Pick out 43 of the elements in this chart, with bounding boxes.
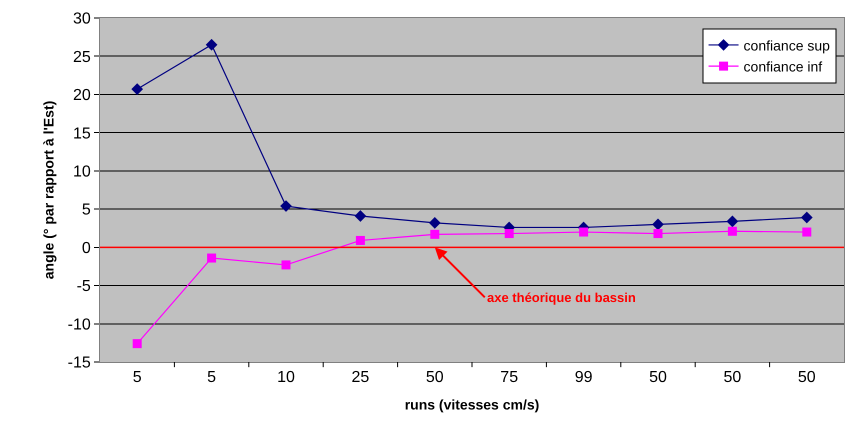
x-tick-label: 50	[649, 369, 667, 386]
y-tick-label: 30	[73, 10, 91, 28]
point	[206, 38, 218, 51]
point	[356, 236, 365, 245]
point	[802, 228, 812, 237]
point	[280, 200, 292, 212]
point	[800, 212, 813, 224]
point	[579, 228, 588, 237]
point	[132, 339, 142, 348]
y-tick-label: 15	[73, 125, 91, 142]
point	[282, 260, 290, 270]
y-tick-label: -10	[68, 316, 91, 334]
x-axis-title: runs (vitesses cm/s)	[404, 396, 540, 412]
point	[654, 229, 662, 238]
x-tick-label: 99	[574, 369, 593, 386]
point	[430, 230, 440, 239]
x-tick-label: 75	[500, 369, 518, 386]
x-tick-label: 50	[724, 369, 742, 386]
point	[207, 254, 216, 263]
legend-label: confiance sup	[744, 37, 830, 54]
point	[131, 83, 144, 95]
y-tick-label: 10	[73, 163, 91, 180]
x-tick-label: 5	[207, 369, 216, 386]
point	[728, 226, 737, 236]
ref-line-label: axe théorique du bassin	[487, 290, 636, 305]
x-tick-label: 25	[352, 369, 370, 386]
y-tick-label: 5	[82, 202, 91, 219]
x-tick-label: 10	[277, 369, 295, 386]
x-tick-label: 50	[426, 369, 444, 386]
y-tick-label: -15	[68, 354, 91, 372]
x-tick-label: 50	[798, 369, 816, 386]
point	[354, 210, 366, 222]
y-axis-title: angle (° par rapport à l'Est)	[40, 100, 56, 280]
point	[652, 218, 664, 230]
y-tick-label: 0	[82, 240, 91, 257]
y-tick-label: 25	[73, 48, 91, 66]
point	[726, 215, 738, 228]
legend-label: confiance inf	[744, 58, 822, 75]
point	[504, 229, 514, 238]
y-tick-label: 20	[73, 87, 91, 104]
y-tick-label: -5	[76, 278, 91, 296]
point	[428, 217, 441, 229]
x-tick-label: 5	[132, 369, 142, 386]
